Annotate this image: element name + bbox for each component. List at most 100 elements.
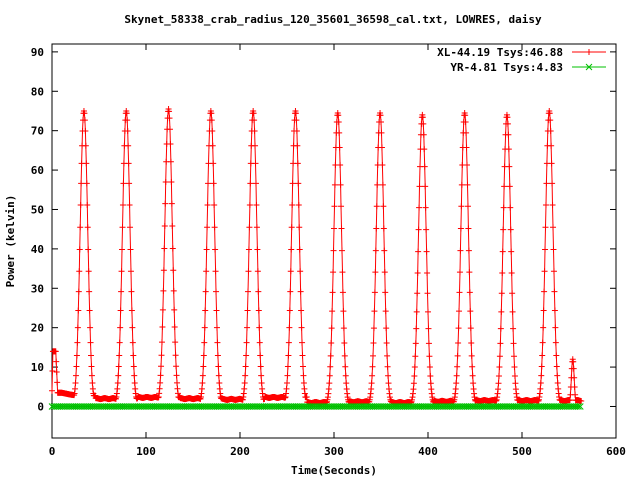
- data-point: [86, 307, 93, 314]
- y-tick-label: 70: [31, 125, 44, 138]
- data-point: [416, 204, 423, 211]
- data-point: [119, 224, 126, 231]
- data-point: [368, 385, 375, 392]
- data-point: [543, 180, 550, 187]
- data-point: [470, 380, 477, 387]
- data-point: [328, 325, 335, 332]
- data-point: [168, 200, 175, 207]
- data-point: [73, 352, 80, 359]
- data-point: [419, 114, 426, 121]
- data-point: [157, 379, 164, 386]
- data-point: [173, 363, 180, 370]
- data-point: [371, 308, 378, 315]
- data-point: [167, 140, 174, 147]
- data-point: [200, 352, 207, 359]
- data-point: [161, 223, 168, 230]
- data-point: [549, 180, 556, 187]
- data-point: [469, 372, 476, 379]
- data-point: [173, 372, 180, 379]
- data-point: [500, 204, 507, 211]
- data-point: [167, 158, 174, 165]
- data-point: [420, 131, 427, 138]
- data-point: [495, 372, 502, 379]
- data-point: [378, 144, 385, 151]
- data-point: [425, 340, 432, 347]
- data-point: [246, 201, 253, 208]
- data-point: [201, 324, 208, 331]
- data-point: [337, 162, 344, 169]
- data-point: [288, 224, 295, 231]
- data-point: [246, 224, 253, 231]
- data-point: [84, 201, 91, 208]
- data-point: [156, 385, 163, 392]
- data-point: [335, 118, 342, 125]
- data-point: [253, 201, 260, 208]
- data-point: [128, 307, 135, 314]
- data-point: [339, 289, 346, 296]
- data-point: [338, 203, 345, 210]
- data-point: [566, 397, 573, 404]
- data-point: [114, 379, 121, 386]
- data-point: [115, 363, 122, 370]
- data-point: [421, 163, 428, 170]
- data-point: [570, 358, 577, 365]
- data-point: [467, 308, 474, 315]
- data-point: [510, 340, 517, 347]
- data-point: [497, 325, 504, 332]
- data-point: [247, 180, 254, 187]
- data-point: [86, 288, 93, 295]
- data-point: [119, 201, 126, 208]
- data-point: [172, 339, 179, 346]
- data-point: [199, 379, 206, 386]
- data-point: [243, 352, 250, 359]
- data-point: [54, 379, 61, 386]
- data-point: [426, 364, 433, 371]
- data-point: [159, 324, 166, 331]
- data-point: [411, 372, 418, 379]
- data-point: [158, 363, 165, 370]
- data-point: [542, 201, 549, 208]
- data-point: [299, 339, 306, 346]
- data-point: [571, 384, 578, 391]
- data-point: [53, 358, 60, 365]
- data-point: [342, 372, 349, 379]
- data-point: [414, 290, 421, 297]
- data-point: [284, 379, 290, 386]
- data-point: [118, 268, 125, 275]
- data-point: [454, 352, 461, 359]
- legend-marker: [586, 49, 592, 55]
- data-point: [73, 363, 80, 370]
- data-point: [511, 353, 518, 360]
- data-point: [336, 129, 343, 136]
- data-point: [203, 268, 210, 275]
- data-point: [212, 246, 219, 253]
- data-point: [213, 324, 220, 331]
- data-point: [123, 110, 130, 117]
- data-point: [287, 268, 294, 275]
- data-point: [424, 269, 431, 276]
- data-point: [466, 289, 473, 296]
- data-point: [554, 372, 561, 379]
- data-point: [549, 201, 556, 208]
- data-point: [286, 307, 293, 314]
- data-point: [458, 181, 465, 188]
- data-point: [287, 288, 294, 295]
- data-point: [578, 398, 585, 405]
- data-point: [466, 269, 473, 276]
- data-point: [118, 288, 125, 295]
- data-point: [296, 224, 303, 231]
- data-point: [81, 117, 88, 124]
- data-point: [510, 325, 517, 332]
- data-point: [370, 340, 377, 346]
- data-point: [256, 324, 263, 331]
- data-point: [330, 247, 337, 254]
- data-point: [129, 324, 136, 331]
- data-point: [331, 181, 338, 188]
- data-point: [53, 369, 60, 376]
- data-point: [298, 324, 305, 331]
- x-tick-label: 300: [324, 445, 344, 458]
- data-point: [547, 117, 554, 124]
- data-point: [241, 385, 248, 392]
- data-point: [76, 246, 83, 253]
- data-point: [172, 352, 179, 359]
